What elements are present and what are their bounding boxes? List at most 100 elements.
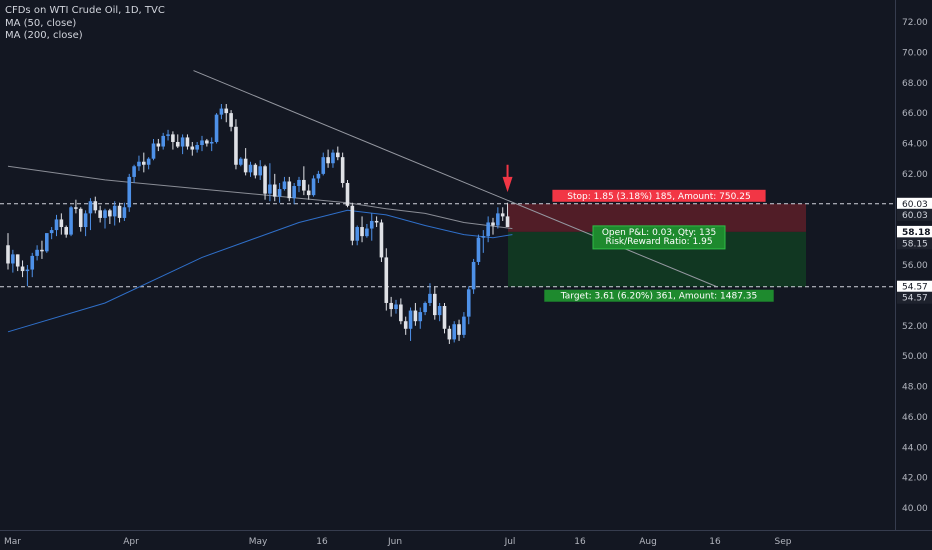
x-tick-label: 16 — [574, 537, 586, 547]
y-tick-label: 68.00 — [902, 79, 928, 89]
price-label: 54.57 — [902, 283, 928, 293]
candle-body — [316, 173, 321, 179]
candle-body — [229, 113, 233, 127]
candle-body — [418, 312, 423, 322]
candle-body — [437, 306, 442, 316]
candle-body — [205, 140, 209, 144]
price-label-box — [897, 291, 932, 304]
candle-body — [447, 328, 452, 340]
descending-trendline — [193, 70, 716, 287]
candle-body — [161, 135, 165, 147]
y-tick-label: 44.00 — [902, 443, 928, 453]
x-tick-label: Mar — [4, 537, 21, 547]
candle-body — [287, 181, 292, 199]
candle-body — [6, 245, 10, 264]
price-label-box — [897, 280, 932, 293]
target-label-box — [544, 289, 774, 302]
candle-body — [30, 255, 35, 270]
candle-body — [263, 166, 267, 194]
candle-body — [171, 134, 175, 142]
candle-body — [491, 222, 495, 226]
y-tick-label: 62.00 — [902, 170, 928, 180]
candle-body — [146, 158, 151, 165]
x-tick-label: Aug — [639, 537, 657, 547]
candle-body — [326, 157, 330, 164]
candle-body — [253, 164, 258, 176]
entry-label-box — [592, 225, 726, 250]
candle-body — [20, 266, 25, 272]
x-tick-label: 16 — [709, 537, 721, 547]
x-tick-label: Sep — [775, 537, 792, 547]
candle-body — [442, 306, 447, 329]
price-label-box — [897, 225, 932, 238]
candle-body — [45, 233, 49, 252]
candle-body — [49, 230, 54, 234]
candle-body — [428, 293, 432, 303]
y-tick-label: 72.00 — [902, 18, 928, 28]
price-label: 58.15 — [902, 239, 928, 249]
candle-body — [486, 222, 490, 237]
candle-body — [112, 205, 117, 217]
candle-body — [122, 207, 127, 218]
candle-body — [360, 227, 364, 237]
chart-legend: CFDs on WTI Crude Oil, 1D, TVC MA (50, c… — [5, 5, 165, 43]
legend-ma50: MA (50, close) — [5, 17, 77, 29]
candle-body — [74, 207, 78, 209]
stop-label: Stop: 1.85 (3.18%) 185, Amount: 750.25 — [567, 192, 750, 202]
candle-body — [64, 227, 68, 235]
price-axis-border — [895, 0, 896, 530]
candle-body — [481, 236, 486, 238]
candle-body — [272, 184, 277, 197]
x-tick-label: Jun — [387, 537, 402, 547]
candle-body — [471, 261, 476, 290]
candle-body — [83, 213, 88, 228]
candle-body — [234, 126, 238, 165]
candle-body — [156, 143, 161, 147]
legend-title: CFDs on WTI Crude Oil, 1D, TVC — [5, 5, 165, 16]
candle-body — [54, 219, 59, 231]
candle-body — [78, 208, 83, 228]
candle-body — [132, 166, 136, 177]
candle-body — [476, 237, 481, 262]
candle-body — [219, 108, 224, 115]
y-tick-label: 64.00 — [902, 140, 928, 150]
candle-body — [413, 310, 418, 322]
candle-body — [365, 228, 369, 237]
candle-body — [214, 114, 219, 142]
candle-body — [423, 302, 427, 313]
candle-body — [103, 210, 107, 218]
candle-body — [180, 137, 185, 147]
x-tick-label: 16 — [316, 537, 328, 547]
y-tick-label: 42.00 — [902, 474, 928, 484]
candle-body — [321, 157, 326, 174]
stop-label-box — [552, 189, 766, 202]
y-tick-label: 70.00 — [902, 48, 928, 58]
candle-body — [142, 161, 146, 165]
ma50-line — [7, 209, 513, 333]
price-label: 54.57 — [902, 294, 928, 304]
candle-body — [248, 164, 253, 173]
candle-body — [292, 186, 296, 199]
candle-body — [239, 158, 243, 165]
legend-ma200: MA (200, close) — [5, 30, 83, 41]
price-label: 60.03 — [902, 211, 928, 221]
y-tick-label: 50.00 — [902, 352, 928, 362]
y-tick-label: 48.00 — [902, 383, 928, 393]
candle-body — [403, 321, 408, 329]
candle-body — [500, 213, 505, 217]
candle-body — [394, 304, 398, 310]
candle-body — [166, 134, 170, 136]
y-tick-label: 40.00 — [902, 504, 928, 514]
price-label-box — [897, 197, 932, 210]
candle-body — [302, 179, 306, 191]
candle-body — [11, 254, 15, 264]
candle-body — [93, 201, 98, 211]
candle-body — [384, 257, 389, 303]
candle-body — [195, 145, 199, 150]
candle-body — [433, 293, 437, 316]
candle-body — [336, 152, 340, 158]
y-tick-label: 46.00 — [902, 413, 928, 423]
candle-body — [175, 141, 180, 147]
candle-body — [25, 269, 30, 272]
